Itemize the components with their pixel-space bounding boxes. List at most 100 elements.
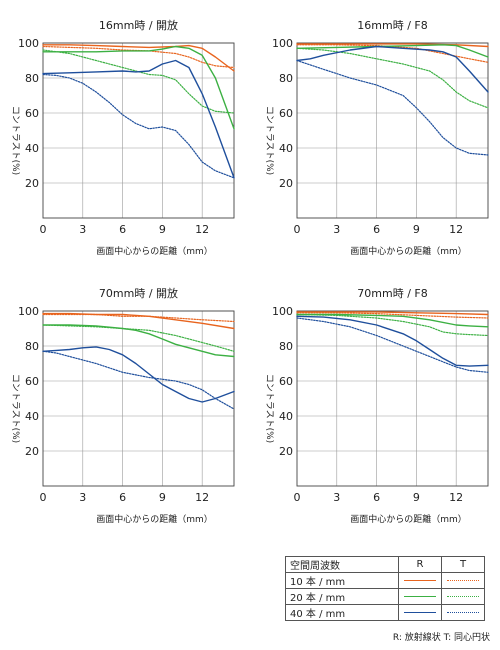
x-tick-label: 12 bbox=[449, 491, 463, 504]
y-tick-label: 60 bbox=[25, 375, 39, 388]
series-line-10-t bbox=[42, 313, 235, 323]
series-line-10-r bbox=[42, 312, 235, 330]
x-tick-label: 12 bbox=[195, 223, 209, 236]
legend-swatch-10-r bbox=[404, 580, 436, 581]
x-tick-label: 9 bbox=[159, 491, 166, 504]
series-line-20-t bbox=[296, 47, 489, 109]
legend-note: R: 放射線状 T: 同心円状 bbox=[392, 633, 490, 643]
y-tick-label: 80 bbox=[25, 340, 39, 353]
series-line-40-t bbox=[42, 350, 235, 410]
legend-header-row: 空間周波数 R T bbox=[285, 556, 485, 573]
series-line-40-r bbox=[42, 346, 235, 403]
chart-panel-1: 16mm時 / 開放 20 40 60 80 100 0 3 6 9 12 画面中心からの距離（mm）… bbox=[10, 18, 235, 257]
y-axis-label: コントラスト(%) bbox=[10, 374, 21, 443]
x-axis-label: 画面中心からの距離（mm） bbox=[96, 245, 213, 257]
legend-row-label: 10 本 / mm bbox=[285, 572, 399, 589]
chart-panel-4: 70mm時 / F8 20 40 60 80 100 0 3 6 9 12 画面中心からの距離（mm）… bbox=[264, 287, 489, 525]
legend-t-header: T bbox=[441, 556, 485, 573]
y-tick-label: 80 bbox=[279, 72, 293, 85]
y-tick-label: 20 bbox=[279, 445, 293, 458]
series-line-10-t bbox=[296, 312, 489, 319]
y-tick-label: 100 bbox=[272, 305, 293, 318]
legend-swatch-20-t bbox=[447, 596, 479, 597]
series-line-10-t bbox=[42, 45, 235, 69]
x-tick-label: 6 bbox=[373, 223, 380, 236]
series-line-40-t bbox=[296, 317, 489, 373]
legend-swatch-40-r bbox=[404, 612, 436, 613]
series-line-10-t bbox=[296, 44, 489, 63]
chart-title: 16mm時 / F8 bbox=[357, 19, 427, 32]
series-line-20-t bbox=[296, 313, 489, 337]
legend-row-label: 40 本 / mm bbox=[285, 604, 399, 621]
legend-swatch-40-t bbox=[447, 612, 479, 613]
x-axis-label: 画面中心からの距離（mm） bbox=[96, 513, 213, 525]
legend-row-40: 40 本 / mm bbox=[285, 604, 485, 621]
y-tick-label: 60 bbox=[279, 107, 293, 120]
legend-row-10: 10 本 / mm bbox=[285, 572, 485, 589]
x-tick-label: 3 bbox=[79, 491, 86, 504]
plot-frame bbox=[42, 310, 235, 487]
chart-panel-2: 16mm時 / F8 20 40 60 80 100 0 3 6 9 12 画面中心からの距離（mm）… bbox=[264, 19, 489, 257]
x-tick-label: 6 bbox=[119, 491, 126, 504]
legend-header-label: 空間周波数 bbox=[285, 556, 399, 573]
y-tick-label: 20 bbox=[25, 177, 39, 190]
y-tick-label: 20 bbox=[25, 445, 39, 458]
y-tick-label: 20 bbox=[279, 177, 293, 190]
y-axis-label: コントラスト(%) bbox=[264, 374, 275, 443]
series-line-10-r bbox=[42, 44, 235, 72]
y-tick-label: 40 bbox=[25, 142, 39, 155]
legend-swatch-20-r bbox=[404, 596, 436, 597]
series-line-40-t bbox=[42, 73, 235, 179]
y-axis-label: コントラスト(%) bbox=[10, 106, 21, 175]
y-tick-label: 40 bbox=[279, 410, 293, 423]
y-tick-label: 60 bbox=[25, 107, 39, 120]
series-line-40-r bbox=[296, 315, 489, 367]
legend-table: 空間周波数 R T 10 本 / mm 20 本 / mm 40 本 / mm bbox=[285, 556, 485, 621]
y-tick-label: 60 bbox=[279, 375, 293, 388]
series-line-20-r bbox=[296, 44, 489, 58]
legend-row-label: 20 本 / mm bbox=[285, 588, 399, 605]
y-axis-label: コントラスト(%) bbox=[264, 106, 275, 175]
y-tick-label: 100 bbox=[272, 37, 293, 50]
chart-title: 16mm時 / 開放 bbox=[99, 18, 178, 32]
x-tick-label: 12 bbox=[195, 491, 209, 504]
x-tick-label: 0 bbox=[40, 491, 47, 504]
legend-r-header: R bbox=[398, 556, 442, 573]
x-axis-label: 画面中心からの距離（mm） bbox=[350, 245, 467, 257]
legend-swatch-10-t bbox=[447, 580, 479, 581]
plot-frame bbox=[42, 42, 235, 219]
x-tick-label: 0 bbox=[40, 223, 47, 236]
series-line-20-t bbox=[42, 324, 235, 352]
plot-frame bbox=[296, 42, 489, 219]
chart-panel-3: 70mm時 / 開放 20 40 60 80 100 0 3 6 9 12 画面中心からの距離（mm）… bbox=[10, 286, 235, 525]
x-tick-label: 6 bbox=[373, 491, 380, 504]
series-line-20-r bbox=[42, 324, 235, 358]
chart-title: 70mm時 / 開放 bbox=[99, 286, 178, 300]
y-tick-label: 80 bbox=[25, 72, 39, 85]
x-tick-label: 0 bbox=[294, 223, 301, 236]
x-tick-label: 12 bbox=[449, 223, 463, 236]
x-tick-label: 0 bbox=[294, 491, 301, 504]
series-line-10-r bbox=[296, 43, 489, 48]
series-line-40-r bbox=[296, 45, 489, 93]
series-line-10-r bbox=[296, 311, 489, 316]
x-tick-label: 9 bbox=[413, 223, 420, 236]
series-line-40-t bbox=[296, 59, 489, 156]
x-tick-label: 9 bbox=[413, 491, 420, 504]
x-axis-label: 画面中心からの距離（mm） bbox=[350, 513, 467, 525]
series-line-40-r bbox=[42, 59, 235, 179]
chart-title: 70mm時 / F8 bbox=[357, 287, 427, 300]
x-tick-label: 6 bbox=[119, 223, 126, 236]
x-tick-label: 3 bbox=[79, 223, 86, 236]
y-tick-label: 100 bbox=[18, 37, 39, 50]
series-line-20-t bbox=[42, 49, 235, 114]
y-tick-label: 40 bbox=[279, 142, 293, 155]
legend-row-20: 20 本 / mm bbox=[285, 588, 485, 605]
y-tick-label: 100 bbox=[18, 305, 39, 318]
series-line-20-r bbox=[42, 45, 235, 130]
x-tick-label: 3 bbox=[333, 491, 340, 504]
series-line-20-r bbox=[296, 313, 489, 328]
y-tick-label: 80 bbox=[279, 340, 293, 353]
plot-frame bbox=[296, 310, 489, 487]
